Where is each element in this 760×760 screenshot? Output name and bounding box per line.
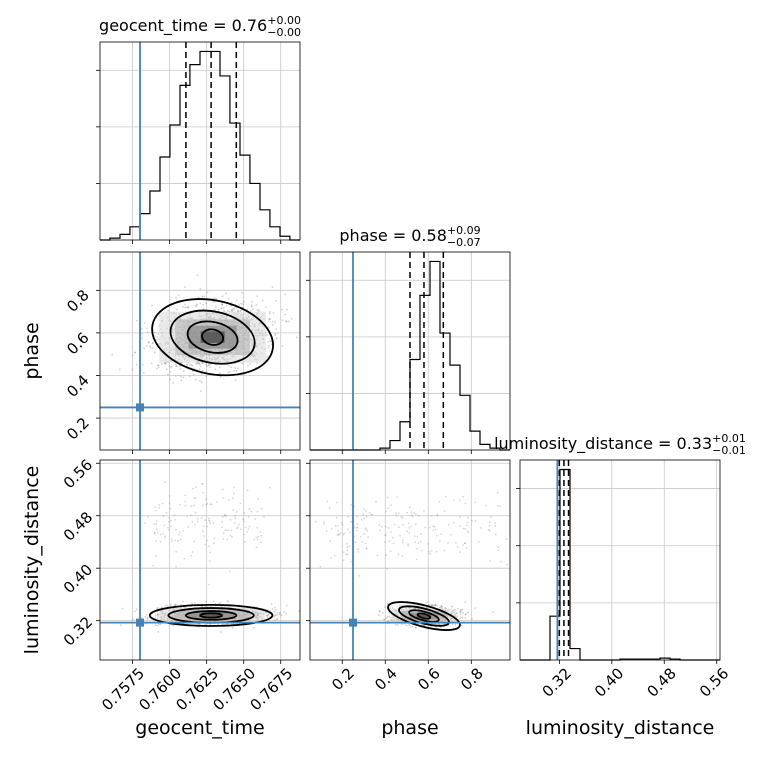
truth-marker xyxy=(349,618,358,627)
hist-geocent_time-frame xyxy=(99,41,301,241)
truth-marker xyxy=(136,618,144,627)
title-minus: −0.01 xyxy=(712,444,746,457)
scatter-points-geocent_time-luminosity_distance xyxy=(120,481,300,633)
xtick-label: 0.32 xyxy=(539,664,575,700)
scatter-points-phase-luminosity_distance xyxy=(314,491,509,631)
hist-panel-phase: phase = 0.58+0.09 −0.07 xyxy=(306,224,511,454)
xtick-label: 0.4 xyxy=(371,664,401,694)
ytick-label: 0.6 xyxy=(63,329,93,359)
title-minus: −0.07 xyxy=(447,236,481,249)
xtick-label: 0.56 xyxy=(696,664,732,700)
truth-marker xyxy=(136,403,144,412)
xtick-label: 0.40 xyxy=(591,664,627,700)
xtick-labels-luminosity_distance: 0.32 0.40 0.48 0.56 luminosity_distance xyxy=(526,664,733,739)
contour-level-2 xyxy=(408,609,440,623)
ytick-label: 0.32 xyxy=(60,613,96,649)
density-block xyxy=(200,331,225,343)
xtick-labels-phase: 0.2 0.4 0.6 0.8 phase xyxy=(328,664,487,739)
contour-level-3 xyxy=(201,328,225,346)
histogram-geocent_time xyxy=(100,50,300,241)
ytick-label: 0.56 xyxy=(60,456,96,492)
hist-phase-frame xyxy=(309,251,511,451)
scatter-points-geocent_time-phase xyxy=(111,274,298,393)
title-plus: +0.09 xyxy=(447,224,481,237)
ytick-labels-luminosity_distance: 0.32 0.40 0.48 0.56 luminosity_distance xyxy=(21,456,96,655)
title-main: geocent_time = 0.76 xyxy=(99,16,267,36)
xtick-labels-geocent_time: 0.75750.76000.76250.76500.7675geocent_ti… xyxy=(98,664,296,739)
contour-level-0 xyxy=(148,603,274,627)
scatter-geocent_time-luminosity_distance-frame xyxy=(99,459,301,661)
ytick-labels-phase: 0.2 0.4 0.6 0.8 phase xyxy=(21,286,93,443)
xlabel-geocent_time: geocent_time xyxy=(135,717,264,739)
ylabel-luminosity_distance: luminosity_distance xyxy=(21,466,43,655)
ytick-label: 0.4 xyxy=(63,371,93,401)
title-main: phase = 0.58 xyxy=(339,226,446,245)
contour-level-3 xyxy=(416,612,432,620)
density-block xyxy=(199,613,224,618)
ytick-label: 0.8 xyxy=(63,286,93,316)
panel-title-geocent_time: geocent_time = 0.76+0.00 −0.00 xyxy=(99,14,301,39)
xtick-label: 0.2 xyxy=(328,664,358,694)
hist-luminosity_distance-frame xyxy=(519,459,721,661)
title-plus: +0.01 xyxy=(712,432,746,445)
scatter-geocent_time-phase-frame xyxy=(99,251,301,451)
contour-level-0 xyxy=(151,298,274,377)
contour-level-3 xyxy=(199,612,223,619)
panel-title-phase: phase = 0.58+0.09 −0.07 xyxy=(339,224,480,249)
hist-panel-luminosity_distance: luminosity_distance = 0.33+0.01 −0.01 xyxy=(494,432,746,664)
contour-level-2 xyxy=(184,610,238,621)
ytick-label: 0.40 xyxy=(60,561,96,597)
xlabel-luminosity_distance: luminosity_distance xyxy=(526,717,715,739)
histogram-luminosity_distance xyxy=(520,468,720,661)
scatter-panel-phase-vs-luminosity_distance xyxy=(306,459,511,664)
scatter-phase-luminosity_distance-frame xyxy=(309,459,511,661)
xtick-label: 0.8 xyxy=(457,664,487,694)
title-plus: +0.00 xyxy=(267,14,301,27)
contour-level-2 xyxy=(186,320,239,354)
scatter-panel-geocent_time-vs-phase xyxy=(96,251,301,454)
title-minus: −0.00 xyxy=(267,26,301,39)
ylabel-phase: phase xyxy=(21,322,43,379)
density-block xyxy=(416,614,432,618)
title-main: luminosity_distance = 0.33 xyxy=(494,434,712,454)
contour-level-0 xyxy=(387,601,461,631)
hist-panel-geocent_time: geocent_time = 0.76+0.00 −0.00 xyxy=(96,14,301,244)
scatter-panel-geocent_time-vs-luminosity_distance xyxy=(96,459,301,664)
xtick-label: 0.48 xyxy=(643,664,679,700)
ytick-label: 0.48 xyxy=(60,508,96,544)
contour-level-1 xyxy=(169,309,256,365)
xtick-label: 0.6 xyxy=(414,664,444,694)
panel-title-luminosity_distance: luminosity_distance = 0.33+0.01 −0.01 xyxy=(494,432,746,457)
xlabel-phase: phase xyxy=(381,717,438,739)
ytick-label: 0.2 xyxy=(63,414,93,444)
